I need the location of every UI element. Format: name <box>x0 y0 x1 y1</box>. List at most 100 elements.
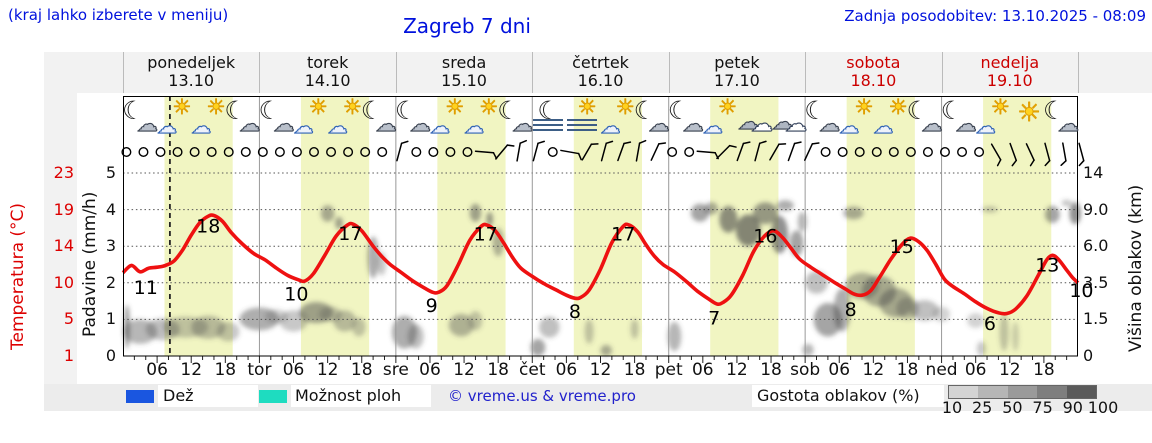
time-label: 06 <box>419 360 441 380</box>
wind-calm-icon <box>189 147 200 158</box>
cloud-icon: ☁ <box>1057 112 1079 136</box>
sun-icon: ☀ <box>615 95 635 119</box>
time-label: 12 <box>453 360 475 380</box>
weather-icon-sun-cloud: ☀ ☁ <box>975 96 1010 138</box>
day-date: 13.10 <box>168 71 215 90</box>
day-date: 17.10 <box>714 71 760 90</box>
temperature-value-label: 8 <box>845 299 857 321</box>
sun-icon: ☀ <box>888 95 908 119</box>
cloud-icon: ☁ <box>327 114 348 138</box>
moon-icon: ☾ <box>940 96 964 125</box>
wind-barb-icon <box>804 142 820 161</box>
moon-icon: ☾ <box>224 96 247 125</box>
fog-icon <box>533 119 564 132</box>
cloud-icon: ☁ <box>136 112 159 136</box>
weather-icon-moon-cloud: ☾ ☁ <box>633 96 671 136</box>
cloud-blob <box>630 319 639 339</box>
moon-icon: ☾ <box>633 96 657 125</box>
cloud-blob <box>1061 200 1072 207</box>
cloud-blob <box>448 313 474 337</box>
cloud-height-tick: 9.0 <box>1083 199 1109 219</box>
cloud-icon: ☁ <box>750 112 773 137</box>
temperature-value-label: 16 <box>753 226 777 248</box>
wind-barb-icon <box>1009 142 1018 167</box>
wind-barb-icon <box>1044 142 1051 167</box>
showers-legend-label: Možnost ploh <box>295 386 402 405</box>
precip-tick: 4 <box>105 199 116 219</box>
day-header-separator <box>532 52 534 93</box>
meteogram-plot: 11 18 10 17 9 17 8 17 7 16 8 15 6 13 10 <box>121 96 1094 363</box>
weather-icon-moon-cloud: ☾ ☁ <box>804 98 841 136</box>
cloud-blob <box>539 316 560 338</box>
cloud-height-tick: 0 <box>1083 346 1094 365</box>
time-label: 06 <box>691 360 714 380</box>
cloud-blob <box>216 321 240 342</box>
wind-barb-icon <box>1060 142 1067 167</box>
rain-legend-label: Dež <box>163 386 194 405</box>
temperature-value-label: 10 <box>284 284 308 306</box>
time-label: 18 <box>623 360 646 380</box>
weather-icon-sun-cloud: ☀ ☁ <box>327 96 362 138</box>
cloud-blob <box>492 227 504 257</box>
day-short-label: tor <box>247 360 272 380</box>
weather-icon-moon-cloud: ☾ ☁ <box>395 98 432 136</box>
wind-barb-icon <box>1025 143 1035 167</box>
day-header-separator <box>941 52 943 93</box>
density-legend-box <box>752 385 944 407</box>
cloud-icon: ☁ <box>921 112 943 136</box>
density-segment <box>1007 386 1038 398</box>
density-segment <box>978 386 1008 398</box>
time-label: 12 <box>589 360 612 380</box>
cloud-icon: ☁ <box>648 112 670 136</box>
wind-barb-icon <box>769 143 787 161</box>
wind-calm-icon <box>308 147 319 158</box>
wind-row <box>121 139 1085 167</box>
time-label: 18 <box>896 360 919 380</box>
temperature-value-label: 13 <box>1035 254 1059 276</box>
cloud-blob <box>735 214 761 247</box>
cloud-icon: ☁ <box>785 112 808 137</box>
temperature-value-label: 9 <box>426 295 438 317</box>
cloud-icon: ☁ <box>975 114 996 138</box>
day-short-label: sob <box>790 360 821 380</box>
density-tick-label: 100 <box>1087 398 1119 417</box>
time-label: 18 <box>487 360 509 380</box>
precip-tick: 5 <box>105 163 116 182</box>
day-header-separator <box>668 52 670 93</box>
weather-icon-sun-cloud: ☀ ☁ <box>839 96 874 137</box>
wind-calm-icon <box>820 147 831 158</box>
density-tick-label: 90 <box>1062 398 1083 417</box>
cloud-blob <box>1045 205 1060 224</box>
wind-calm-icon <box>428 147 439 158</box>
moon-icon: ☾ <box>537 96 560 125</box>
wind-calm-icon <box>291 147 302 158</box>
density-tick-label: 50 <box>1002 398 1023 417</box>
temperature-value-label: 17 <box>474 223 498 245</box>
day-name: torek <box>306 53 349 72</box>
cloud-density-scale <box>948 385 1097 399</box>
day-name: sobota <box>846 53 901 72</box>
left-axis-band <box>44 52 77 384</box>
weather-icon-sun-cloud: ☀ ☁ <box>600 95 635 137</box>
wind-calm-icon <box>462 147 473 158</box>
cloud-blob <box>584 319 594 344</box>
density-segment <box>949 386 979 398</box>
wind-barb-icon <box>716 144 737 160</box>
weather-icon-moon-cloud: ☾ ☁ <box>224 96 261 136</box>
density-segment <box>1037 386 1067 398</box>
cloud-icon: ☁ <box>772 110 794 134</box>
cloud-icon: ☁ <box>293 114 314 138</box>
weather-icon-sun-cloud: ☀ ☁ <box>293 96 328 138</box>
moon-icon: ☾ <box>906 96 929 125</box>
day-short-label: ned <box>925 360 958 380</box>
day-name: petek <box>714 53 760 72</box>
precip-tick: 2 <box>105 272 116 292</box>
day-date: 15.10 <box>441 71 487 90</box>
cloud-blob <box>704 202 719 215</box>
copyright-link[interactable]: © vreme.us & vreme.pro <box>448 387 636 405</box>
weather-icon-sun-cloud: ☀ ☁ <box>873 95 908 137</box>
cloud-height-tick: 6.0 <box>1083 236 1109 256</box>
rain-legend-box <box>158 385 258 407</box>
cloud-blob <box>843 206 864 220</box>
plot-border <box>123 96 1078 357</box>
